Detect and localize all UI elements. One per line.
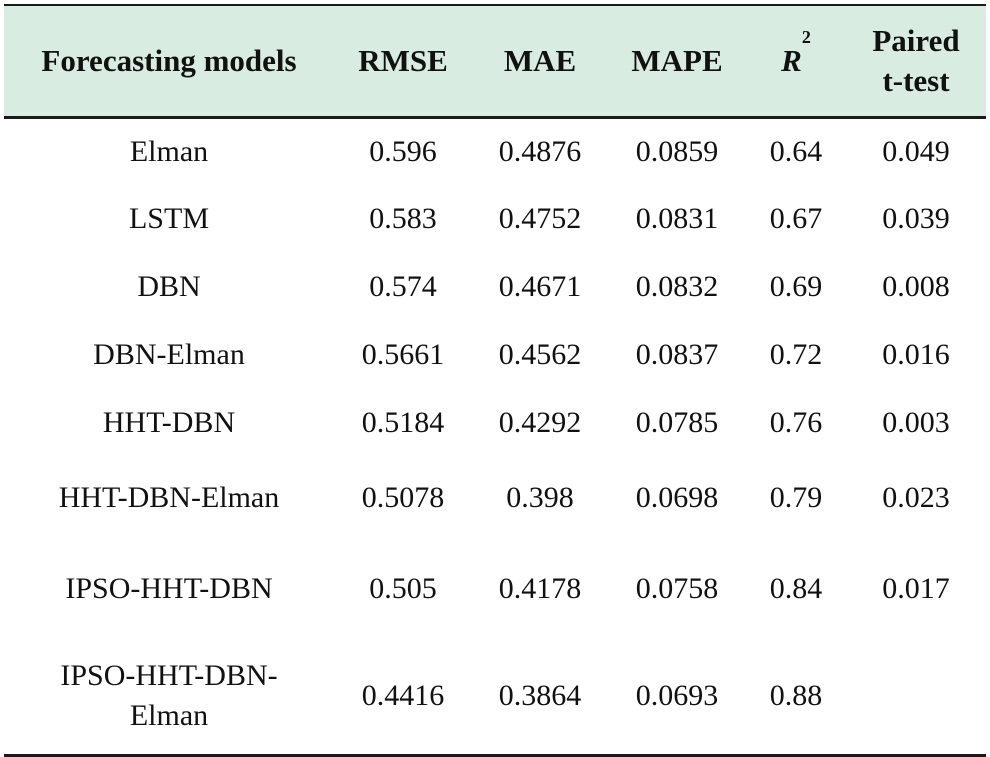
- header-paired-line1: Paired: [872, 22, 960, 58]
- cell-rmse: 0.5184: [361, 406, 445, 439]
- cell-r2: 0.88: [746, 639, 846, 757]
- header-r-superscript: 2: [801, 26, 811, 47]
- cell-mae: 0.4876: [498, 134, 582, 168]
- header-forecasting-models: Forecasting models: [4, 4, 334, 119]
- cell-rmse: 0.505: [369, 572, 437, 605]
- header-paired-t-test: Paired t-test: [846, 4, 986, 119]
- cell-model: HHT-DBN: [102, 406, 236, 439]
- cell-r2: 0.76: [769, 406, 823, 439]
- table-row: DBN-Elman 0.5661 0.4562 0.0837 0.72 0.01…: [4, 321, 986, 389]
- header-paired-line2: t-test: [882, 62, 950, 98]
- cell-paired: 0.017: [882, 572, 950, 605]
- cell-rmse: 0.574: [369, 270, 437, 303]
- header-r-base: R: [781, 42, 802, 78]
- cell-model: Elman: [129, 134, 209, 168]
- cell-mae: 0.4562: [498, 338, 582, 371]
- header-r-squared: R2: [746, 4, 846, 119]
- cell-model: IPSO-HHT-DBN- Elman: [4, 639, 334, 757]
- table-header-row: Forecasting models RMSE MAE MAPE R2 Pair…: [4, 4, 986, 119]
- cell-model: HHT-DBN-Elman: [58, 481, 280, 514]
- table-row: DBN 0.574 0.4671 0.0832 0.69 0.008: [4, 253, 986, 321]
- cell-model-line1: IPSO-HHT-DBN-: [60, 659, 278, 693]
- cell-r2: 0.84: [769, 572, 823, 605]
- cell-rmse: 0.596: [369, 134, 437, 168]
- cell-model: IPSO-HHT-DBN: [65, 572, 273, 605]
- cell-mae: 0.4671: [498, 270, 582, 303]
- cell-mape: 0.0693: [608, 639, 746, 757]
- cell-paired: 0.003: [882, 406, 950, 439]
- cell-paired: 0.008: [882, 270, 950, 303]
- table-row: HHT-DBN-Elman 0.5078 0.398 0.0698 0.79 0…: [4, 457, 986, 539]
- cell-r2: 0.72: [769, 338, 823, 371]
- header-rmse: RMSE: [334, 4, 472, 119]
- table-row: LSTM 0.583 0.4752 0.0831 0.67 0.039: [4, 185, 986, 253]
- cell-mape: 0.0758: [635, 572, 719, 605]
- cell-mae: 0.3864: [472, 639, 608, 757]
- cell-mape: 0.0859: [635, 134, 719, 168]
- cell-mape: 0.0837: [635, 338, 719, 371]
- cell-mape: 0.0832: [635, 270, 719, 303]
- forecasting-results-table: Forecasting models RMSE MAE MAPE R2 Pair…: [4, 4, 986, 757]
- cell-r2: 0.64: [769, 134, 823, 168]
- cell-mae: 0.4178: [498, 572, 582, 605]
- cell-r2: 0.69: [769, 270, 823, 303]
- table-row: Elman 0.596 0.4876 0.0859 0.64 0.049: [4, 117, 986, 185]
- cell-rmse: 0.4416: [334, 639, 472, 757]
- cell-model: LSTM: [128, 202, 209, 235]
- cell-paired: 0.049: [882, 134, 950, 168]
- cell-paired: 0.023: [882, 481, 950, 514]
- table-row: IPSO-HHT-DBN- Elman 0.4416 0.3864 0.0693 …: [4, 639, 986, 757]
- cell-rmse: 0.5078: [361, 481, 445, 514]
- cell-r2: 0.67: [769, 202, 823, 235]
- cell-rmse: 0.583: [369, 202, 437, 235]
- cell-mae: 0.4752: [498, 202, 582, 235]
- cell-r2: 0.79: [769, 481, 823, 514]
- table-row: HHT-DBN 0.5184 0.4292 0.0785 0.76 0.003: [4, 389, 986, 457]
- header-mae: MAE: [472, 4, 608, 119]
- cell-mae: 0.398: [506, 481, 574, 514]
- cell-paired: [846, 639, 986, 757]
- cell-model: DBN-Elman: [93, 338, 245, 371]
- cell-paired: 0.039: [882, 202, 950, 235]
- cell-mape: 0.0698: [635, 481, 719, 514]
- cell-rmse: 0.5661: [361, 338, 445, 371]
- cell-model-line2: Elman: [129, 699, 209, 733]
- results-table-container: Forecasting models RMSE MAE MAPE R2 Pair…: [4, 4, 986, 757]
- cell-mape: 0.0831: [635, 202, 719, 235]
- cell-paired: 0.016: [882, 338, 950, 371]
- cell-mae: 0.4292: [498, 406, 582, 439]
- cell-model: DBN: [137, 270, 201, 303]
- table-row: IPSO-HHT-DBN 0.505 0.4178 0.0758 0.84 0.…: [4, 539, 986, 639]
- cell-mape: 0.0785: [635, 406, 719, 439]
- header-mape: MAPE: [608, 4, 746, 119]
